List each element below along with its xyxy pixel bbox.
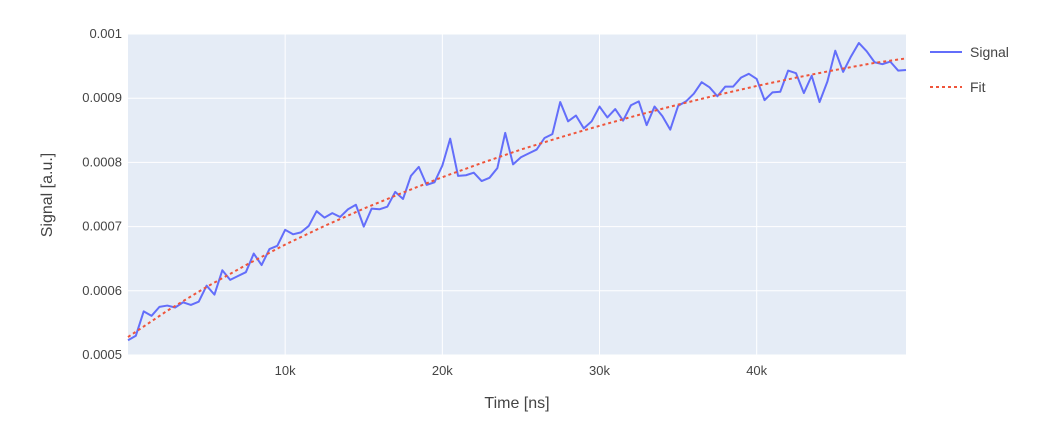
series-line-fit [127,57,907,338]
legend-label-fit: Fit [970,79,986,95]
x-tick-label: 10k [275,363,296,378]
y-tick-label: 0.0007 [82,219,122,234]
x-tick-label: 40k [746,363,767,378]
x-axis-title: Time [ns] [484,395,549,412]
x-tick-label: 20k [432,363,453,378]
legend-label-signal: Signal [970,44,1009,60]
legend-item-signal[interactable]: Signal [930,44,1009,60]
y-tick-label: 0.0009 [82,90,122,105]
y-tick-label: 0.001 [89,26,122,41]
y-tick-label: 0.0008 [82,154,122,169]
y-axis-title: Signal [a.u.] [39,153,56,238]
y-tick-label: 0.0006 [82,283,122,298]
series-lines [127,41,907,342]
x-axis-ticks: 10k 20k 30k 40k [275,363,768,378]
y-axis-ticks: 0.0005 0.0006 0.0007 0.0008 0.0009 0.001 [82,26,122,362]
x-tick-label: 30k [589,363,610,378]
y-tick-label: 0.0005 [82,347,122,362]
legend[interactable]: Signal Fit [930,44,1009,95]
grid-lines [128,33,906,356]
legend-item-fit[interactable]: Fit [930,79,986,95]
plot-area [128,34,906,355]
